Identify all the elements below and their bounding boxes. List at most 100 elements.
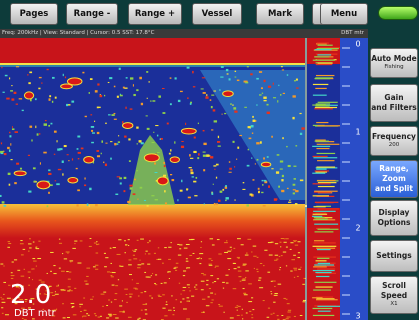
echo-speckle	[127, 200, 131, 204]
echo-speckle	[278, 84, 280, 87]
bottom-speckle	[164, 315, 168, 317]
echo-speckle	[3, 153, 7, 156]
bottom-speckle	[80, 310, 82, 312]
bottom-speckle	[290, 242, 294, 244]
echo-speckle	[96, 155, 101, 158]
bottom-speckle	[211, 299, 214, 301]
toolbar-button[interactable]: Range +	[128, 3, 182, 25]
echo-speckle	[125, 77, 128, 79]
echo-speckle	[163, 174, 167, 177]
echo-speckle	[31, 139, 33, 142]
bottom-speckle	[69, 260, 74, 262]
toolbar-button[interactable]: Mark	[256, 3, 304, 25]
echo-speckle	[128, 160, 131, 162]
bottom-speckle	[253, 255, 257, 257]
echo-speckle	[210, 105, 213, 109]
menu-button[interactable]: Auto Mode Fishing	[370, 48, 418, 78]
menu-button[interactable]: Settings	[370, 240, 418, 272]
history-line	[316, 47, 339, 50]
bottom-speckle	[173, 310, 175, 312]
echo-speckle	[254, 163, 256, 165]
echo-speckle	[122, 86, 125, 89]
echo-speckle	[71, 100, 75, 103]
toolbar-button[interactable]: Range -	[66, 3, 118, 25]
bottom-speckle	[102, 305, 104, 307]
bottom-speckle	[273, 294, 278, 296]
history-line	[316, 147, 330, 150]
menu-button[interactable]: Gain and Filters	[370, 84, 418, 122]
bottom-speckle	[60, 289, 65, 291]
menu-button[interactable]: Scroll Speed X1	[370, 276, 418, 314]
history-line	[315, 103, 331, 105]
echo-speckle	[4, 74, 8, 77]
bottom-speckle	[137, 264, 142, 266]
bottom-speckle	[277, 283, 282, 285]
toolbar-button[interactable]: Menu	[320, 3, 368, 25]
bottom-speckle	[33, 260, 37, 262]
bottom-speckle	[287, 311, 291, 313]
bottom-speckle	[3, 281, 6, 283]
history-line	[313, 210, 336, 212]
echo-speckle	[77, 135, 81, 138]
bottom-speckle	[283, 297, 286, 299]
bottom-speckle	[191, 238, 195, 240]
bottom-speckle	[20, 254, 24, 256]
bottom-speckle	[19, 299, 24, 301]
echo-speckle	[10, 143, 12, 146]
echo-speckle	[138, 140, 142, 143]
bottom-speckle	[218, 305, 223, 307]
toolbar-button[interactable]: Pages	[10, 3, 58, 25]
bottom-speckle	[95, 315, 97, 317]
bottom-speckle	[237, 257, 240, 259]
echo-speckle	[91, 141, 94, 144]
bottom-speckle	[279, 269, 281, 271]
bottom-speckle	[22, 248, 26, 250]
menu-button[interactable]: Display Options	[370, 200, 418, 236]
bottom-speckle	[200, 241, 203, 243]
bottom-speckle	[28, 277, 30, 279]
echo-speckle	[279, 168, 283, 170]
bottom-speckle	[50, 270, 52, 272]
bottom-speckle	[83, 309, 86, 311]
echo-speckle	[155, 125, 159, 127]
bottom-speckle	[208, 264, 213, 266]
bottom-speckle	[128, 293, 133, 295]
echo-speckle	[252, 119, 256, 123]
history-line	[312, 104, 326, 106]
echo-speckle	[56, 183, 60, 186]
history-line	[317, 257, 330, 259]
menu-button[interactable]: Range, Zoom and Split	[370, 160, 418, 198]
echo-speckle	[48, 191, 50, 194]
bottom-speckle	[86, 267, 91, 269]
toolbar-button[interactable]: Vessel	[192, 3, 242, 25]
history-line	[316, 247, 336, 249]
bottom-speckle	[293, 267, 298, 269]
bottom-speckle	[136, 282, 139, 284]
bottom-speckle	[27, 271, 31, 273]
bottom-speckle	[227, 250, 232, 252]
echo-speckle	[116, 143, 119, 145]
echo-speckle	[193, 150, 197, 154]
echo-speckle	[186, 188, 188, 191]
echo-speckle	[245, 80, 248, 83]
echo-speckle	[109, 77, 113, 80]
bottom-speckle	[116, 253, 121, 255]
bottom-speckle	[256, 271, 259, 273]
echo-speckle	[133, 93, 136, 97]
bottom-speckle	[186, 284, 190, 286]
echo-speckle	[251, 132, 254, 134]
bottom-speckle	[158, 296, 162, 298]
bottom-speckle	[233, 247, 236, 249]
history-line	[317, 101, 338, 103]
bottom-speckle	[110, 276, 114, 278]
bottom-speckle	[10, 272, 13, 274]
echo-speckle	[29, 125, 33, 128]
history-line	[315, 63, 333, 66]
echo-speckle	[54, 180, 57, 182]
menu-button[interactable]: Frequency 200	[370, 126, 418, 156]
bottom-speckle	[285, 238, 289, 240]
echo-speckle	[246, 204, 249, 207]
echo-speckle	[136, 89, 139, 92]
bottom-speckle	[119, 265, 124, 267]
bottom-speckle	[109, 247, 112, 249]
